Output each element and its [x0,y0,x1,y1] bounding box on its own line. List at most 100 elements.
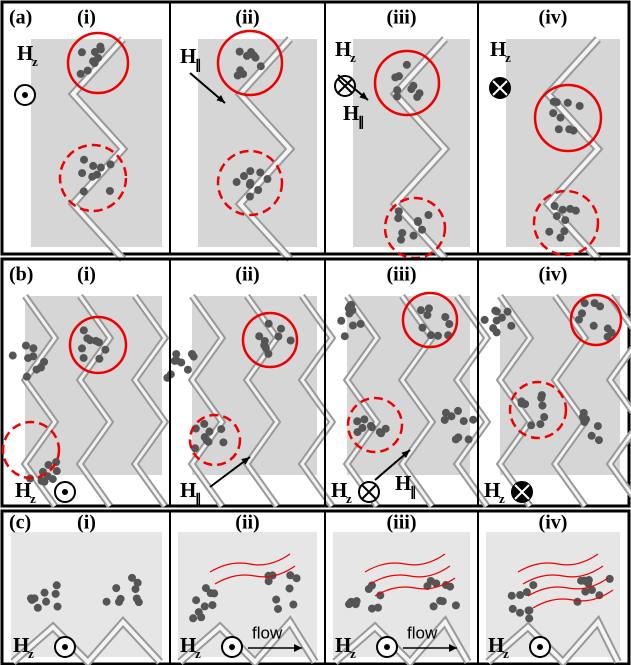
particle [481,316,489,324]
particle [77,70,85,78]
particle [417,306,425,314]
particle [53,467,61,475]
particle [566,205,574,213]
particle [22,342,30,350]
particle [252,54,260,62]
field-symbol: H [335,37,351,61]
flow-label: flow [252,623,283,642]
panel-label: (c) [9,512,31,534]
particle [504,308,512,316]
particle [265,320,273,328]
particle [434,332,442,340]
particle [576,102,584,110]
particle [452,601,460,609]
particle [536,420,544,428]
particle [561,216,569,224]
panel-label: (b) [9,264,33,286]
particle [557,114,565,122]
field-dot [62,644,68,650]
field-dot [62,489,68,495]
field-symbol: H [15,478,31,502]
particle [540,413,548,421]
particle [236,48,244,56]
particle [590,322,598,330]
particle [418,226,426,234]
field-subscript: ∥ [410,484,417,500]
particle [115,598,123,606]
particle [465,435,473,443]
field-symbol: H [13,633,29,657]
particle [445,320,453,328]
particle [233,178,241,186]
particle [454,407,462,415]
particle [171,357,179,365]
particle [360,415,368,423]
field-subscript: z [499,491,505,506]
particle [398,229,406,237]
field-symbol: H [484,478,500,502]
particle [349,321,357,329]
particle [133,594,141,602]
particle [257,62,265,70]
particle [53,581,61,589]
particle [37,364,45,372]
subpanel-label: (i) [77,264,96,286]
field-subscript: z [350,646,356,661]
particle [416,89,424,97]
particle [42,598,50,606]
field-subscript: z [346,491,352,506]
field-subscript: z [350,50,356,65]
particle [508,592,516,600]
particle [131,585,139,593]
particle [527,421,535,429]
particle [106,187,114,195]
subpanel-label: (iii) [387,264,417,286]
particle [353,417,361,425]
particle [521,400,529,408]
particle [594,422,602,430]
particle [103,598,111,606]
subpanel-label: (iv) [539,512,568,534]
particle [200,420,208,428]
particle [407,85,415,93]
particle [565,125,573,133]
particle [538,402,546,410]
micrograph [333,532,470,657]
particle [430,602,438,610]
figure: (a)(i)Hz(ii)H∥(iii)HzH∥(iv)Hz(b)(i)Hz(ii… [0,0,631,665]
particle [263,175,271,183]
particle [345,600,353,608]
particle [580,418,588,426]
particle [246,179,254,187]
particle [80,156,88,164]
subpanel: (iv)Hz [478,3,620,259]
particle [395,207,403,215]
particle [604,325,612,333]
particle [573,598,581,606]
subpanel-label: (i) [77,7,96,29]
particle [88,173,96,181]
particle [34,604,42,612]
particle [553,212,561,220]
field-subscript: z [505,50,511,65]
field-dot [537,644,543,650]
field-symbol: H [180,478,196,502]
particle [394,214,402,222]
particle [454,433,462,441]
field-symbol: H [335,633,351,657]
particle [403,61,411,69]
field-dot [384,644,390,650]
page: {"panels": [ {"label": "(a)", "subpanels… [0,0,631,665]
particle [274,605,282,613]
particle [246,167,254,175]
particle [205,428,213,436]
subpanel: (ii)H∥ [163,260,332,507]
particle [78,169,86,177]
subpanel: (iii)Hzflow [325,512,470,663]
particle [239,70,247,78]
particle [28,596,36,604]
particle [588,432,596,440]
particle [217,425,225,433]
particle [9,352,17,360]
